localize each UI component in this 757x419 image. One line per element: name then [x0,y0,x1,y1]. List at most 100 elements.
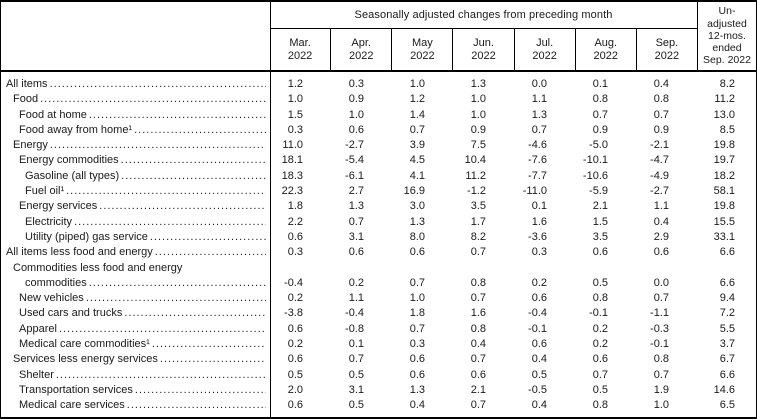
column-header-unadjusted-12mo: Un-adjusted 12-mos. ended Sep. 2022 [698,2,756,70]
row-label: Gasoline (all types) [1,169,270,184]
month-year: 2022 [410,49,435,62]
month-abbr: Mar. [289,36,311,49]
cell-value: 0.5 [287,368,303,381]
unadjusted-header-line: adjusted [707,17,747,30]
cell-value: 15.5 [713,215,735,228]
cell-value: 3.5 [470,200,486,213]
cell-value: 0.3 [287,123,303,136]
cell-value: 0.7 [592,108,608,121]
cell-value: 0.6 [531,338,547,351]
cell-value: 0.9 [653,123,669,136]
cell-value: 0.3 [531,246,547,259]
cell-value: 1.2 [287,78,303,90]
cell-value: 1.4 [409,108,425,121]
row-label-text: Energy [13,139,48,152]
month-year: 2022 [348,49,374,62]
cell-value: 1.7 [470,215,486,228]
cell-value: 1.1 [348,292,364,305]
table-row: Gasoline (all types) 18.3 -6.1 4.1 11.2 -7.7 -… [1,169,756,184]
table-row: Commodities less food and energy commodit… [1,261,756,292]
cell-value: 0.6 [348,123,364,136]
row-label: Food at home [1,108,270,123]
month-year: 2022 [654,49,680,62]
month-abbr: Jun. [473,36,494,49]
row-label: All items less food and energy [1,245,270,260]
cell-value: -5.4 [345,154,364,167]
month-abbr: May [411,36,433,49]
month-abbr: Sep. [655,36,679,49]
column-header-apr-2022: Apr. 2022 [331,29,393,70]
cell-value: 0.4 [531,353,547,366]
dot-leader [127,398,266,413]
cell-value: 1.6 [470,307,486,320]
cell-value: 2.1 [592,200,608,213]
cell-value: 0.8 [592,399,608,412]
cell-value: 1.0 [348,108,364,121]
cell-value: -0.8 [345,322,364,335]
cell-value: 1.0 [653,399,669,412]
cell-value: 4.1 [409,169,425,182]
dot-leader [86,291,266,306]
unadjusted-header-line: Un- [718,5,736,18]
row-label: Used cars and trucks [1,306,270,321]
dot-leader [50,77,266,92]
cell-value: -0.5 [528,383,547,396]
cell-value: 18.3 [281,169,303,182]
row-label-text: Energy commodities [19,154,119,167]
table-body: All items 1.2 0.3 1.0 1.3 0.0 0.1 0.4 8.2 Food 1.0… [1,72,756,414]
row-label-text: Services less energy services [13,353,158,366]
cell-value: 4.5 [409,154,425,167]
row-label-text: Fuel oil¹ [25,185,65,198]
row-label: Energy services [1,199,270,214]
table-row: Energy services 1.8 1.3 3.0 3.5 0.1 2.1 1.1 19.8 [1,199,756,214]
cell-value: 8.0 [409,230,425,243]
row-label: Energy commodities [1,153,270,168]
row-label-text: Food away from home¹ [19,123,133,136]
cell-value: 0.8 [470,276,486,289]
cell-value: 0.6 [409,246,425,259]
month-abbr: Jul. [536,36,554,49]
cell-value: 0.7 [409,123,425,136]
cell-value: 0.7 [348,215,364,228]
cell-value: 1.9 [653,383,669,396]
cell-value: 0.6 [287,353,303,366]
cell-value: 16.9 [403,185,425,198]
cell-value: 0.5 [592,276,608,289]
cell-value: 1.3 [409,215,425,228]
cell-value: 2.1 [470,383,486,396]
cell-value: 0.6 [653,246,669,259]
cell-value: 1.8 [409,307,425,320]
table-row: New vehicles 0.2 1.1 1.0 0.7 0.6 0.8 0.7 9.4 [1,291,756,306]
cell-value: 0.0 [653,276,669,289]
cell-value: 19.7 [713,154,735,167]
cell-value: 0.6 [287,399,303,412]
cell-value: 1.5 [287,108,303,121]
cell-value: 0.7 [348,353,364,366]
cell-value: 0.6 [287,230,303,243]
column-header-jul-2022: Jul. 2022 [515,29,576,70]
row-label: Medical care commodities¹ [1,337,270,352]
row-label-text: Used cars and trucks [19,307,123,320]
dot-leader [66,184,266,199]
cell-value: 1.1 [653,200,669,213]
column-header-aug-2022: Aug. 2022 [576,29,637,70]
cell-value: 0.2 [348,276,364,289]
cell-value: 1.6 [531,215,547,228]
cell-value: 0.3 [287,246,303,259]
cell-value: 0.7 [409,276,425,289]
row-label-line1: Commodities less food and energy [13,261,183,274]
cell-value: 18.1 [281,154,303,167]
dot-leader [59,322,266,337]
cell-value: 11.2 [465,169,486,182]
row-label-line2: commodities [1,276,270,291]
cell-value: 1.0 [470,108,486,121]
dot-leader [124,306,266,321]
cell-value: 0.7 [592,368,608,381]
cell-value: 3.1 [348,230,364,243]
cell-value: 0.7 [653,108,669,121]
row-label: Services less energy services [1,352,270,367]
column-header-may-2022: May 2022 [392,29,454,70]
cell-value: 1.2 [409,93,425,106]
cell-value: -0.1 [589,307,608,320]
cell-value: -1.2 [467,185,486,198]
